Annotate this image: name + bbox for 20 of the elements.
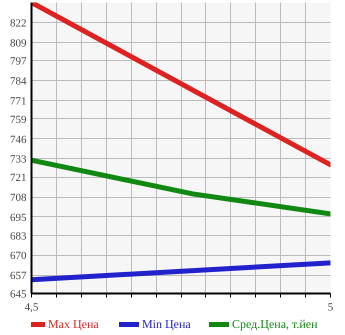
y-tick-label: 746: [10, 134, 27, 146]
y-tick-label: 822: [10, 17, 26, 30]
y-tick-label: 759: [10, 114, 27, 126]
y-tick-label: 721: [10, 172, 26, 184]
x-tick-label: 5: [328, 302, 334, 314]
y-tick-label: 771: [10, 96, 26, 108]
y-tick-label: 670: [10, 250, 27, 262]
y-tick-label: 797: [10, 56, 27, 68]
y-tick-label: 683: [10, 230, 27, 242]
y-tick-label: 784: [10, 76, 27, 88]
y-tick-label: 657: [10, 270, 27, 282]
legend-label: Сред.Цена, т.йен: [232, 316, 318, 332]
y-tick-label: 733: [10, 154, 27, 166]
y-tick-label: 645: [10, 288, 27, 300]
y-tick-label: 708: [10, 192, 27, 204]
x-tick-label: 4,5: [24, 302, 39, 314]
legend-label: Max Цена: [48, 316, 99, 332]
y-tick-label: 809: [10, 37, 27, 50]
y-tick-label: 695: [10, 212, 27, 224]
legend-label: Min Цена: [142, 316, 191, 332]
